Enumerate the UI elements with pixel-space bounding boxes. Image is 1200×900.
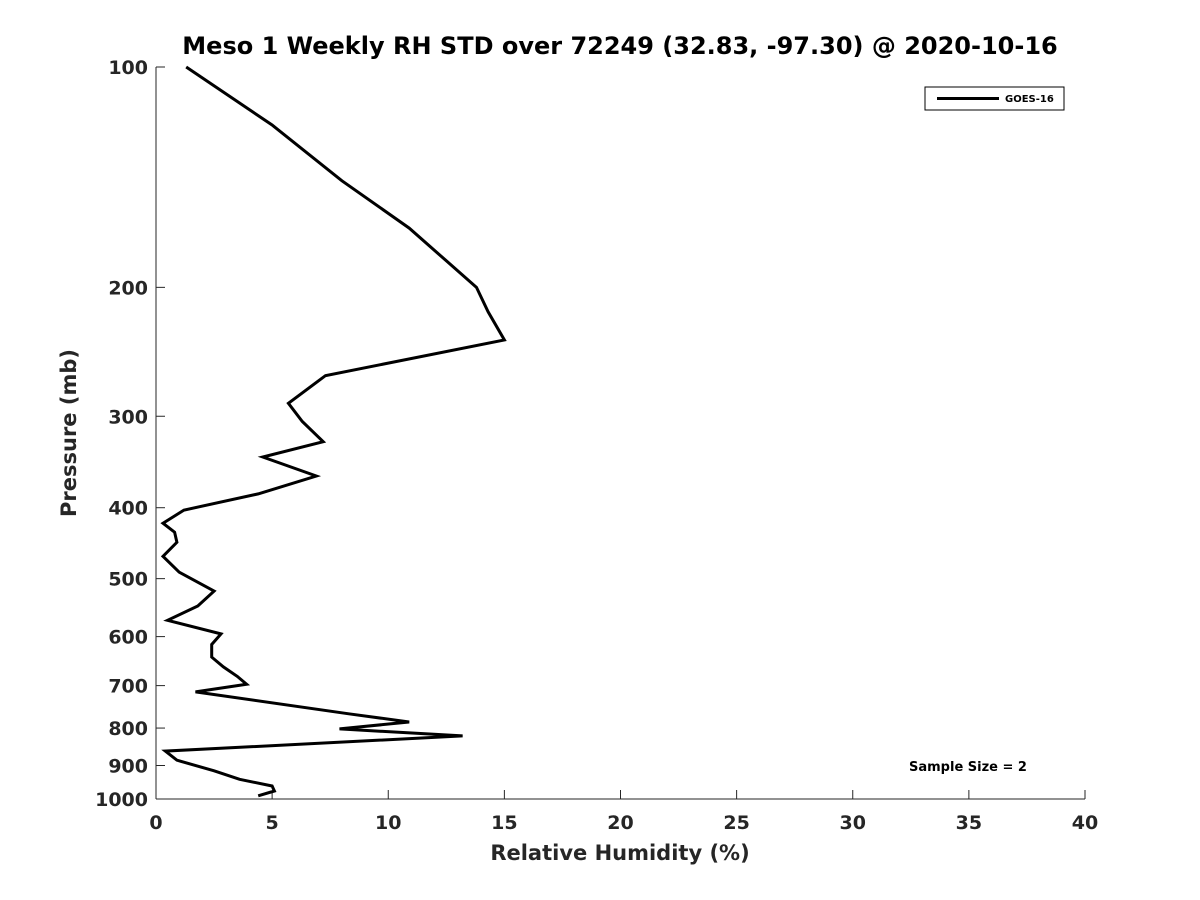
series-layer [160, 65, 507, 798]
x-axis: 0 5 10 15 20 25 30 35 40 [149, 790, 1098, 834]
y-tick-label: 300 [108, 406, 148, 428]
x-tick-label: 15 [491, 812, 517, 834]
legend: GOES-16 [924, 86, 1065, 111]
y-tick-label: 200 [108, 277, 148, 299]
x-tick-label: 20 [607, 812, 633, 834]
x-axis-label: Relative Humidity (%) [490, 841, 749, 865]
x-tick-label: 25 [723, 812, 749, 834]
y-tick-label: 800 [108, 718, 148, 740]
y-axis-label: Pressure (mb) [57, 349, 81, 517]
y-tick-label: 1000 [95, 789, 148, 811]
x-tick-label: 0 [149, 812, 162, 834]
x-tick-label: 40 [1072, 812, 1098, 834]
chart-title: Meso 1 Weekly RH STD over 72249 (32.83, … [182, 32, 1057, 60]
x-tick-label: 10 [375, 812, 401, 834]
x-tick-label: 30 [840, 812, 866, 834]
series-line-goes-16 [160, 65, 507, 798]
y-axis: 100 200 300 400 500 600 700 800 900 1000 [95, 57, 165, 811]
y-tick-label: 100 [108, 57, 148, 79]
legend-label-goes-16: GOES-16 [1005, 94, 1054, 105]
sample-size-annotation: Sample Size = 2 [909, 760, 1027, 775]
x-tick-label: 35 [956, 812, 982, 834]
y-tick-label: 600 [108, 627, 148, 649]
y-tick-label: 500 [108, 569, 148, 591]
y-tick-label: 700 [108, 676, 148, 698]
y-tick-label: 900 [108, 756, 148, 778]
x-tick-label: 5 [266, 812, 279, 834]
y-tick-label: 400 [108, 498, 148, 520]
